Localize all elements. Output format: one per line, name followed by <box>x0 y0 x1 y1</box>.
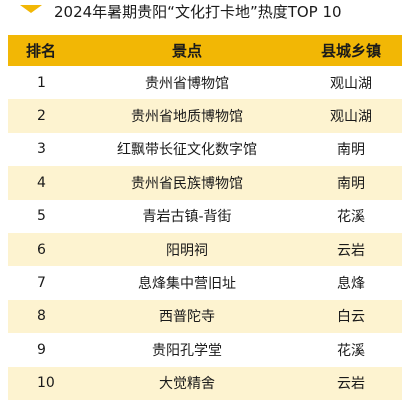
spot-cell: 红飘带长征文化数字馆 <box>117 142 257 159</box>
page-title: 2024年暑期贵阳“文化打卡地”热度TOP 10 <box>54 3 342 21</box>
header-area: 县城乡镇 <box>300 35 402 66</box>
table-row: 6 阳明祠 云岩 <box>8 232 402 267</box>
rank-cell: 6 <box>8 232 74 267</box>
rank-cell: 8 <box>8 299 74 334</box>
area-cell: 云岩 <box>300 366 402 400</box>
spot-cell: 贵阳孔学堂 <box>152 342 222 359</box>
area-cell: 云岩 <box>300 232 402 267</box>
rank-cell: 10 <box>8 366 74 400</box>
area-cell: 息烽 <box>337 276 365 293</box>
spot-cell: 西普陀寺 <box>74 299 300 334</box>
table-row: 2 贵州省地质博物馆 观山湖 <box>8 99 402 133</box>
ranking-table: 排名 景点 县城乡镇 1 贵州省博物馆 观山湖 2 贵州省地质博物馆 观山湖 3… <box>8 35 402 400</box>
header-rank: 排名 <box>8 35 74 66</box>
table-row: 7 息烽集中营旧址 息烽 <box>8 266 402 299</box>
spot-cell: 贵州省地质博物馆 <box>74 99 300 133</box>
rank-cell: 5 <box>37 208 46 225</box>
area-cell: 南明 <box>300 166 402 200</box>
title-row: 2024年暑期贵阳“文化打卡地”热度TOP 10 <box>0 0 410 26</box>
table-row: 10 大觉精舍 云岩 <box>8 366 402 400</box>
spot-cell: 息烽集中营旧址 <box>138 276 236 293</box>
table-row: 5 青岩古镇-背街 花溪 <box>8 200 402 233</box>
area-cell: 花溪 <box>337 342 365 359</box>
spot-cell: 贵州省博物馆 <box>145 75 229 92</box>
table-header-row: 排名 景点 县城乡镇 <box>8 35 402 66</box>
spot-cell: 贵州省民族博物馆 <box>74 166 300 200</box>
rank-cell: 1 <box>37 74 46 91</box>
table-row: 9 贵阳孔学堂 花溪 <box>8 333 402 366</box>
table-row: 4 贵州省民族博物馆 南明 <box>8 166 402 200</box>
rank-cell: 2 <box>8 99 74 133</box>
spot-cell: 青岩古镇-背街 <box>142 209 232 226</box>
header-spot: 景点 <box>74 35 300 66</box>
table-row: 3 红飘带长征文化数字馆 南明 <box>8 133 402 166</box>
area-cell: 白云 <box>300 299 402 334</box>
area-cell: 花溪 <box>337 209 365 226</box>
table-row: 8 西普陀寺 白云 <box>8 299 402 334</box>
rank-cell: 3 <box>37 141 46 158</box>
area-cell: 南明 <box>337 142 365 159</box>
rank-cell: 9 <box>37 341 46 358</box>
spot-cell: 阳明祠 <box>74 232 300 267</box>
area-cell: 观山湖 <box>300 99 402 133</box>
area-cell: 观山湖 <box>330 75 372 92</box>
table-row: 1 贵州省博物馆 观山湖 <box>8 66 402 99</box>
triangle-down-icon <box>20 5 42 13</box>
rank-cell: 4 <box>8 166 74 200</box>
rank-cell: 7 <box>37 275 46 292</box>
spot-cell: 大觉精舍 <box>74 366 300 400</box>
